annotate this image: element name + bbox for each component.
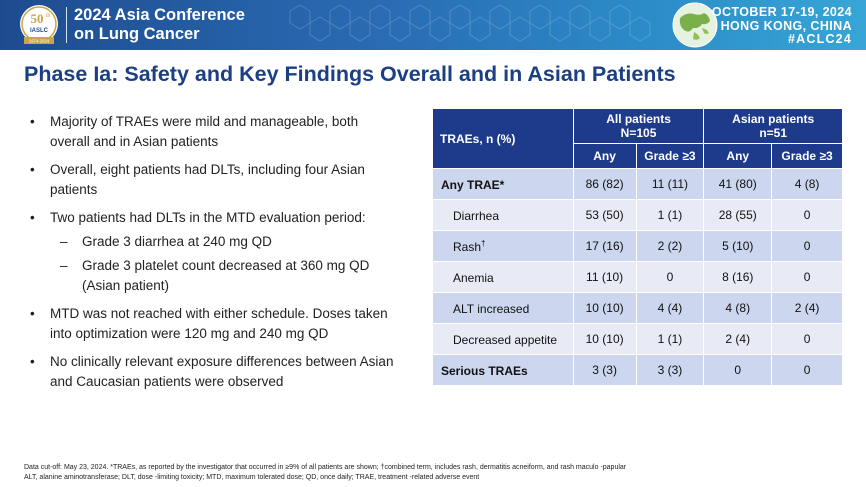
traes-table: TRAEs, n (%) All patients N=105 Asian pa…: [432, 108, 843, 386]
cell-all-grade3: 3 (3): [635, 354, 705, 386]
table-row: Rash† 17 (16) 2 (2) 5 (10) 0: [432, 230, 843, 262]
anniversary-years: 1974-2024: [29, 39, 50, 44]
group-all-line1: All patients: [606, 112, 671, 126]
row-label: ALT increased: [432, 292, 574, 324]
bullet-item: No clinically relevant exposure differen…: [28, 352, 400, 392]
col-header-all-any: Any: [572, 143, 637, 169]
cell-all-any: 3 (3): [572, 354, 637, 386]
group-all-line2: N=105: [620, 126, 657, 140]
cell-all-grade3: 1 (1): [635, 323, 705, 355]
cell-asian-grade3: 4 (8): [771, 168, 843, 200]
cell-asian-any: 8 (16): [703, 261, 773, 293]
row-label: Rash†: [432, 230, 574, 262]
cell-all-any: 53 (50): [572, 199, 637, 231]
row-label: Diarrhea: [432, 199, 574, 231]
cell-all-grade3: 2 (2): [635, 230, 705, 262]
cell-asian-grade3: 0: [771, 261, 843, 293]
dagger-footnote-mark: †: [481, 238, 486, 248]
row-label: Anemia: [432, 261, 574, 293]
cell-asian-grade3: 2 (4): [771, 292, 843, 324]
cell-asian-any: 5 (10): [703, 230, 773, 262]
group-asian-line1: Asian patients: [732, 112, 815, 126]
cell-asian-grade3: 0: [771, 199, 843, 231]
cell-asian-any: 28 (55): [703, 199, 773, 231]
cell-all-any: 86 (82): [572, 168, 637, 200]
slide-title: Phase Ia: Safety and Key Findings Overal…: [24, 62, 676, 86]
event-dates: OCTOBER 17-19, 2024: [711, 5, 852, 19]
globe-icon: [672, 2, 718, 48]
iaslc-50th-logo: 50 th IASLC 1974-2024: [20, 5, 58, 44]
anniversary-number: 50: [31, 11, 44, 26]
event-location: HONG KONG, CHINA: [720, 18, 852, 33]
group-header-all: All patients N=105: [572, 108, 705, 144]
sub-bullet-item: Grade 3 diarrhea at 240 mg QD: [50, 232, 400, 252]
conference-banner: 50 th IASLC 1974-2024 2024 Asia Conferen…: [0, 0, 866, 50]
group-header-asian: Asian patients n=51: [703, 108, 843, 144]
corner-header: TRAEs, n (%): [432, 108, 574, 169]
cell-all-any: 11 (10): [572, 261, 637, 293]
cell-asian-grade3: 0: [771, 230, 843, 262]
bullet-item: Two patients had DLTs in the MTD evaluat…: [28, 208, 400, 296]
col-header-all-grade3: Grade ≥3: [635, 143, 705, 169]
footnote: Data cut-off: May 23, 2024. *TRAEs, as r…: [24, 463, 854, 482]
cell-all-any: 10 (10): [572, 323, 637, 355]
bullet-item: Majority of TRAEs were mild and manageab…: [28, 112, 400, 152]
group-asian-line2: n=51: [759, 126, 788, 140]
row-label: Any TRAE*: [432, 168, 574, 200]
cell-asian-grade3: 0: [771, 323, 843, 355]
cell-asian-any: 41 (80): [703, 168, 773, 200]
cell-asian-any: 0: [703, 354, 773, 386]
sub-bullet-list: Grade 3 diarrhea at 240 mg QD Grade 3 pl…: [50, 232, 400, 296]
event-info: OCTOBER 17-19, 2024 HONG KONG, CHINA #AC…: [711, 5, 852, 47]
cell-asian-any: 4 (8): [703, 292, 773, 324]
footnote-line2: ALT, alanine aminotransferase; DLT, dose…: [24, 473, 480, 481]
hexagon-pattern: [289, 4, 651, 42]
conference-title: 2024 Asia Conference on Lung Cancer: [74, 6, 245, 44]
table-row: Serious TRAEs 3 (3) 3 (3) 0 0: [432, 354, 843, 386]
cell-asian-any: 2 (4): [703, 323, 773, 355]
cell-all-grade3: 11 (11): [635, 168, 705, 200]
bullet-item: MTD was not reached with either schedule…: [28, 304, 400, 344]
cell-all-grade3: 1 (1): [635, 199, 705, 231]
col-header-asian-any: Any: [703, 143, 773, 169]
logo-divider: [66, 7, 67, 43]
conference-title-line1: 2024 Asia Conference: [74, 6, 245, 24]
footnote-line1: Data cut-off: May 23, 2024. *TRAEs, as r…: [24, 464, 627, 471]
row-label: Decreased appetite: [432, 323, 574, 355]
table-row: Decreased appetite 10 (10) 1 (1) 2 (4) 0: [432, 323, 843, 355]
table-row: Any TRAE* 86 (82) 11 (11) 41 (80) 4 (8): [432, 168, 843, 200]
cell-asian-grade3: 0: [771, 354, 843, 386]
anniversary-org: IASLC: [30, 28, 49, 34]
anniversary-suffix: th: [46, 13, 51, 19]
bullet-item: Overall, eight patients had DLTs, includ…: [28, 160, 400, 200]
conference-title-line2: on Lung Cancer: [74, 25, 200, 43]
cell-all-any: 10 (10): [572, 292, 637, 324]
findings-bullet-list: Majority of TRAEs were mild and manageab…: [28, 112, 400, 400]
event-hashtag: #ACLC24: [788, 32, 852, 46]
row-label: Serious TRAEs: [432, 354, 574, 386]
table-row: Anemia 11 (10) 0 8 (16) 0: [432, 261, 843, 293]
table-row: Diarrhea 53 (50) 1 (1) 28 (55) 0: [432, 199, 843, 231]
bullet-text: Two patients had DLTs in the MTD evaluat…: [50, 210, 366, 225]
table-row: ALT increased 10 (10) 4 (4) 4 (8) 2 (4): [432, 292, 843, 324]
cell-all-grade3: 0: [635, 261, 705, 293]
sub-bullet-item: Grade 3 platelet count decreased at 360 …: [50, 256, 400, 296]
cell-all-any: 17 (16): [572, 230, 637, 262]
cell-all-grade3: 4 (4): [635, 292, 705, 324]
col-header-asian-grade3: Grade ≥3: [771, 143, 843, 169]
